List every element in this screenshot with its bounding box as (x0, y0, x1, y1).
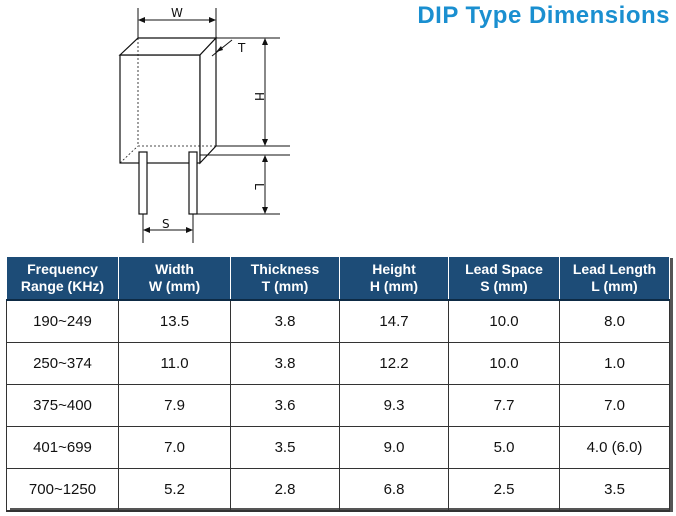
cell-thickness: 3.8 (230, 342, 340, 385)
height-label: H (252, 92, 266, 101)
cell-lead-space: 2.5 (448, 468, 560, 512)
lead-length-dimension: L (197, 154, 290, 215)
cell-thickness: 3.8 (230, 299, 340, 343)
table-row: 250~374 11.0 3.8 12.2 10.0 1.0 (6, 342, 670, 385)
table-shadow-right (669, 258, 673, 510)
cell-width: 5.2 (118, 468, 231, 512)
table-row: 700~1250 5.2 2.8 6.8 2.5 3.5 (6, 468, 670, 512)
table-row: 375~400 7.9 3.6 9.3 7.7 7.0 (6, 384, 670, 427)
header-thickness: Thickness T (mm) (230, 256, 340, 301)
cell-height: 14.7 (339, 299, 449, 343)
cell-frequency: 401~699 (6, 426, 119, 469)
dimension-table: Frequency Range (KHz) Width W (mm) Thickne… (6, 256, 670, 512)
cell-thickness: 3.6 (230, 384, 340, 427)
cell-width: 13.5 (118, 299, 231, 343)
cell-lead-space: 10.0 (448, 299, 560, 343)
cell-frequency: 190~249 (6, 299, 119, 343)
width-dimension: W (137, 6, 217, 46)
cell-width: 7.0 (118, 426, 231, 469)
cell-lead-length: 4.0 (6.0) (559, 426, 670, 469)
cell-frequency: 250~374 (6, 342, 119, 385)
cell-frequency: 375~400 (6, 384, 119, 427)
thickness-dimension: T (211, 37, 280, 57)
height-dimension: H (216, 38, 290, 147)
cell-height: 9.0 (339, 426, 449, 469)
header-lead-length: Lead Length L (mm) (559, 256, 670, 301)
cell-lead-length: 8.0 (559, 299, 670, 343)
cell-thickness: 2.8 (230, 468, 340, 512)
thickness-label: T (237, 41, 246, 55)
cell-lead-length: 1.0 (559, 342, 670, 385)
header-width: Width W (mm) (118, 256, 231, 301)
cell-lead-length: 3.5 (559, 468, 670, 512)
cell-lead-space: 10.0 (448, 342, 560, 385)
cell-height: 9.3 (339, 384, 449, 427)
table-header-row: Frequency Range (KHz) Width W (mm) Thickne… (6, 256, 670, 301)
header-lead-space: Lead Space S (mm) (448, 256, 560, 301)
header-frequency: Frequency Range (KHz) (6, 256, 119, 301)
cell-lead-space: 7.7 (448, 384, 560, 427)
header-height: Height H (mm) (339, 256, 449, 301)
table-row: 401~699 7.0 3.5 9.0 5.0 4.0 (6.0) (6, 426, 670, 469)
cell-height: 12.2 (339, 342, 449, 385)
table-row: 190~249 13.5 3.8 14.7 10.0 8.0 (6, 299, 670, 343)
page-title: DIP Type Dimensions (417, 2, 670, 29)
lead-space-dimension: S (142, 214, 194, 243)
cell-lead-space: 5.0 (448, 426, 560, 469)
cell-width: 7.9 (118, 384, 231, 427)
cell-height: 6.8 (339, 468, 449, 512)
cell-frequency: 700~1250 (6, 468, 119, 512)
cell-thickness: 3.5 (230, 426, 340, 469)
dip-dimension-diagram: W T H L (118, 6, 290, 243)
cell-lead-length: 7.0 (559, 384, 670, 427)
width-label: W (171, 6, 183, 20)
lead-space-label: S (162, 217, 170, 231)
component-body (118, 36, 218, 165)
lead-length-label: L (252, 183, 266, 190)
cell-width: 11.0 (118, 342, 231, 385)
